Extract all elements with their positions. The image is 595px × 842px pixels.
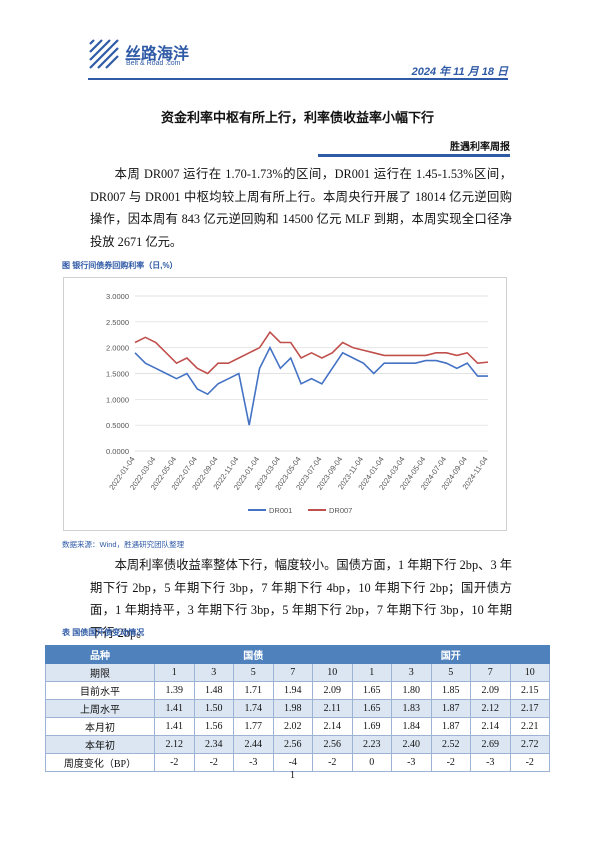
table-cell: 1.74 xyxy=(233,699,274,718)
logo-sub: Belt & Road .com xyxy=(126,60,181,67)
report-title: 资金利率中枢有所上行，利率债收益率小幅下行 xyxy=(160,110,434,125)
column-name: 胜遇利率周报 xyxy=(450,142,510,153)
term-header: 7 xyxy=(272,663,313,682)
table-cell: 1.87 xyxy=(430,717,471,736)
table-cell: 1.84 xyxy=(391,717,432,736)
table-cell: -4 xyxy=(272,753,313,772)
table-cell: 2.56 xyxy=(272,735,313,754)
table-cell: 1.69 xyxy=(351,717,392,736)
column-rule xyxy=(318,154,510,157)
table-cell: 2.02 xyxy=(272,717,313,736)
table-cell: 2.69 xyxy=(470,735,511,754)
table-cell: 1.87 xyxy=(430,699,471,718)
term-header: 5 xyxy=(430,663,471,682)
group-header: 品种 xyxy=(45,645,155,664)
table-cell: 2.17 xyxy=(509,699,550,718)
term-header: 10 xyxy=(312,663,353,682)
table-cell: -2 xyxy=(430,753,471,772)
table-cell: 2.44 xyxy=(233,735,274,754)
paragraph: 本周利率债收益率整体下行，幅度较小。国债方面，1 年期下行 2bp、3 年期下行… xyxy=(90,558,512,640)
series-line xyxy=(134,330,489,375)
term-header: 1 xyxy=(351,663,392,682)
group-header: 国开 xyxy=(351,645,550,664)
table-cell: 1.80 xyxy=(391,681,432,700)
term-header: 10 xyxy=(509,663,550,682)
table-cell: 1.71 xyxy=(233,681,274,700)
y-tick-label: 3.0000 xyxy=(106,292,129,301)
table-cell: 1.48 xyxy=(193,681,234,700)
table-cell: -3 xyxy=(233,753,274,772)
y-tick-label: 0.0000 xyxy=(106,447,129,456)
y-tick-label: 1.0000 xyxy=(106,395,129,404)
term-header: 1 xyxy=(154,663,195,682)
chart-frame xyxy=(63,277,507,531)
term-header: 7 xyxy=(470,663,511,682)
page-number: 1 xyxy=(290,770,295,781)
report-date: 2024 年 11 月 18 日 xyxy=(411,66,508,78)
table-cell: 0 xyxy=(351,753,392,772)
table-cell: 2.09 xyxy=(312,681,353,700)
table-cell: 1.98 xyxy=(272,699,313,718)
table-cell: 2.15 xyxy=(509,681,550,700)
table-cell: 2.12 xyxy=(154,735,195,754)
series-line xyxy=(134,345,488,426)
table-cell: 1.77 xyxy=(233,717,274,736)
y-tick-label: 2.5000 xyxy=(106,318,129,327)
table-cell: -2 xyxy=(193,753,234,772)
logo-name: 丝路海洋 xyxy=(125,46,190,63)
table-cell: 2.52 xyxy=(430,735,471,754)
y-tick-label: 1.5000 xyxy=(106,370,129,379)
row-header: 目前水平 xyxy=(45,681,155,700)
row-header: 上周水平 xyxy=(45,699,155,718)
table-cell: 1.41 xyxy=(154,699,195,718)
table-cell: 1.65 xyxy=(351,699,392,718)
table-cell: 2.21 xyxy=(509,717,550,736)
row-header: 期限 xyxy=(45,663,155,682)
table-cell: -2 xyxy=(509,753,550,772)
logo-icon xyxy=(88,38,120,70)
table-cell: 1.39 xyxy=(154,681,195,700)
legend-label: DR001 xyxy=(269,506,292,515)
table-cell: 1.41 xyxy=(154,717,195,736)
table-caption: 表 国债国开债变动情况 xyxy=(62,628,145,637)
y-tick-label: 2.0000 xyxy=(106,344,129,353)
group-header: 国债 xyxy=(154,645,353,664)
legend-label: DR007 xyxy=(329,506,352,515)
table-cell: 2.09 xyxy=(470,681,511,700)
table-cell: 1.56 xyxy=(193,717,234,736)
table-cell: 1.94 xyxy=(272,681,313,700)
data-table: 品种 国债 国开 期限 1 3 5 7 10 1 3 5 7 10 目前水平 1.39 1.48 1.71 1.94… xyxy=(45,645,550,772)
figure-caption: 图 银行间债券回购利率（日,%） xyxy=(62,261,178,270)
table-cell: 2.72 xyxy=(509,735,550,754)
chart: 0.0000 0.5000 1.0000 1.5000 2.0000 2.5000 3.00… xyxy=(63,277,507,531)
figure-source: 数据来源：Wind，胜遇研究团队整理 xyxy=(62,540,185,549)
term-header: 5 xyxy=(233,663,274,682)
table-cell: 2.34 xyxy=(193,735,234,754)
table-cell: -2 xyxy=(154,753,195,772)
table-cell: 2.14 xyxy=(470,717,511,736)
table-cell: 1.85 xyxy=(430,681,471,700)
table-cell: -2 xyxy=(312,753,353,772)
table-cell: 2.23 xyxy=(351,735,392,754)
term-header: 3 xyxy=(193,663,234,682)
table-cell: -3 xyxy=(391,753,432,772)
table-cell: 2.56 xyxy=(312,735,353,754)
table-cell: -3 xyxy=(470,753,511,772)
term-header: 3 xyxy=(391,663,432,682)
paragraph: 本周 DR007 运行在 1.70-1.73%的区间，DR001 运行在 1.4… xyxy=(90,167,512,249)
table-cell: 2.12 xyxy=(470,699,511,718)
table-cell: 1.83 xyxy=(391,699,432,718)
row-header: 本年初 xyxy=(45,735,155,754)
row-header: 本月初 xyxy=(45,717,155,736)
table-cell: 1.50 xyxy=(193,699,234,718)
header-rule xyxy=(88,78,508,80)
row-header: 周度变化（BP） xyxy=(45,753,155,772)
table-cell: 2.40 xyxy=(391,735,432,754)
y-tick-label: 0.5000 xyxy=(106,421,129,430)
table-cell: 2.11 xyxy=(312,699,353,718)
table-cell: 2.14 xyxy=(312,717,353,736)
table-cell: 1.65 xyxy=(351,681,392,700)
